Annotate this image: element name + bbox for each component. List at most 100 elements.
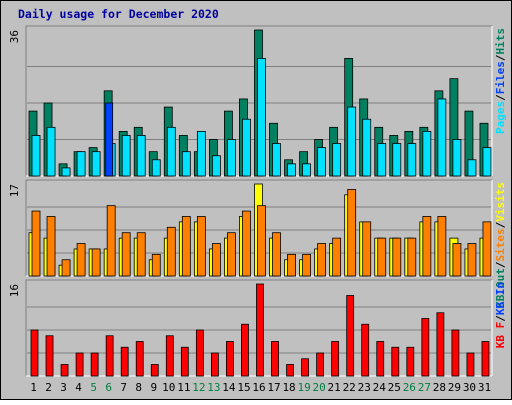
x-tick-label: 14 [222,381,236,394]
panel-legend: Pages/Files/Hits [494,28,507,134]
bar-sites-day-25 [392,237,402,277]
panel-legend: KB Out/Sites/Visits [494,182,507,308]
x-tick-label: 13 [207,381,220,394]
bar-sites-day-6 [106,205,116,277]
x-tick-label: 17 [267,381,280,394]
bar-files-day-13 [211,155,221,177]
bar-kb-f-day-26 [406,346,415,377]
bar-kb-f-day-31 [481,341,490,377]
bar-files-day-22 [347,106,357,177]
x-tick-label: 19 [297,381,310,394]
bar-sites-day-14 [227,232,236,277]
x-tick-label: 15 [237,381,250,394]
bar-files-day-5 [91,151,101,177]
bar-files-day-4 [76,151,86,177]
legend-entry: Hits [494,28,507,55]
bar-kb-f-day-9 [150,364,159,377]
bar-sites-day-22 [347,189,357,277]
bar-files-day-31 [482,147,492,177]
chart-title: Daily usage for December 2020 [18,7,219,21]
y-max-label: 16 [8,284,21,297]
x-tick-label: 31 [478,381,491,394]
bar-kb-f-day-20 [316,352,325,377]
bar-files-day-27 [422,130,432,177]
bar-kb-f-day-21 [331,341,340,377]
bar-files-day-3 [61,167,71,177]
x-tick-label: 22 [343,381,356,394]
legend-separator: / [494,94,507,101]
y-max-label: 17 [8,184,21,197]
bar-sites-day-10 [166,226,176,277]
legend-entry: Sites [494,228,507,261]
panel-legend: KB F/KB In [494,282,507,348]
bar-kb-f-day-16 [256,283,264,377]
bar-sites-day-11 [181,216,191,277]
bar-sites-day-16 [257,205,266,277]
bar-sites-day-5 [91,248,101,277]
bar-kb-f-day-3 [60,364,69,377]
bar-kb-f-day-12 [195,329,204,377]
bar-files-day-20 [317,147,327,177]
x-tick-label: 26 [403,381,416,394]
bar-kb-f-day-18 [286,364,294,377]
bar-files-day-18 [287,163,296,177]
bar-kb-f-day-22 [346,295,355,377]
bar-files-day-23 [362,118,372,177]
bar-files-day-28 [437,98,447,177]
legend-entry: Visits [494,182,507,222]
bar-sites-day-18 [287,253,296,277]
legend-separator: / [494,221,507,228]
bar-sites-day-30 [467,243,477,277]
x-tick-label: 7 [120,381,127,394]
bar-sites-day-15 [242,210,251,277]
x-tick-label: 8 [135,381,142,394]
bar-files-day-16 [257,57,266,177]
bar-files-day-14 [227,139,236,177]
legend-separator: / [494,315,507,322]
x-tick-label: 5 [90,381,97,394]
x-tick-label: 12 [192,381,205,394]
bar-files-day-9 [151,159,161,177]
bar-kb-f-day-28 [436,312,445,377]
bar-files-day-10 [166,126,176,177]
legend-entry: Files [494,61,507,94]
x-tick-label: 4 [75,381,82,394]
bar-files-day-19 [302,163,311,177]
bar-sites-day-20 [317,243,327,277]
bar-files-day-2 [46,126,56,177]
panel-bottom: 16 KB F/KB In [8,279,507,377]
bar-kb-f-day-23 [361,323,370,377]
bar-kb-f-day-15 [241,323,249,377]
bar-files-day-7 [121,135,131,177]
x-tick-label: 11 [177,381,190,394]
bar-files-day-26 [407,143,417,177]
bar-sites-day-23 [362,221,372,277]
bar-kb-f-day-27 [421,318,430,377]
bar-sites-day-29 [452,243,462,277]
series-pages [105,102,114,177]
bar-sites-day-2 [46,216,56,277]
bar-kb-f-day-29 [451,329,460,377]
x-tick-label: 1 [30,381,37,394]
bar-sites-day-13 [211,243,221,277]
bar-sites-day-4 [76,243,86,277]
bar-kb-f-day-25 [391,346,400,377]
bar-kb-f-day-1 [30,329,39,377]
bar-kb-f-day-7 [120,346,129,377]
bar-files-day-15 [242,118,251,177]
bar-kb-f-day-19 [301,358,309,377]
bar-sites-day-24 [377,237,387,277]
x-tick-label: 27 [418,381,431,394]
bar-kb-f-day-8 [135,341,144,377]
series-kb-f [30,283,490,377]
legend-separator: / [494,261,507,268]
bar-sites-day-28 [437,216,447,277]
bar-sites-day-8 [136,232,146,277]
bar-files-day-24 [377,143,387,177]
x-tick-label: 25 [388,381,401,394]
x-tick-label: 24 [373,381,387,394]
bar-files-day-8 [136,135,146,177]
